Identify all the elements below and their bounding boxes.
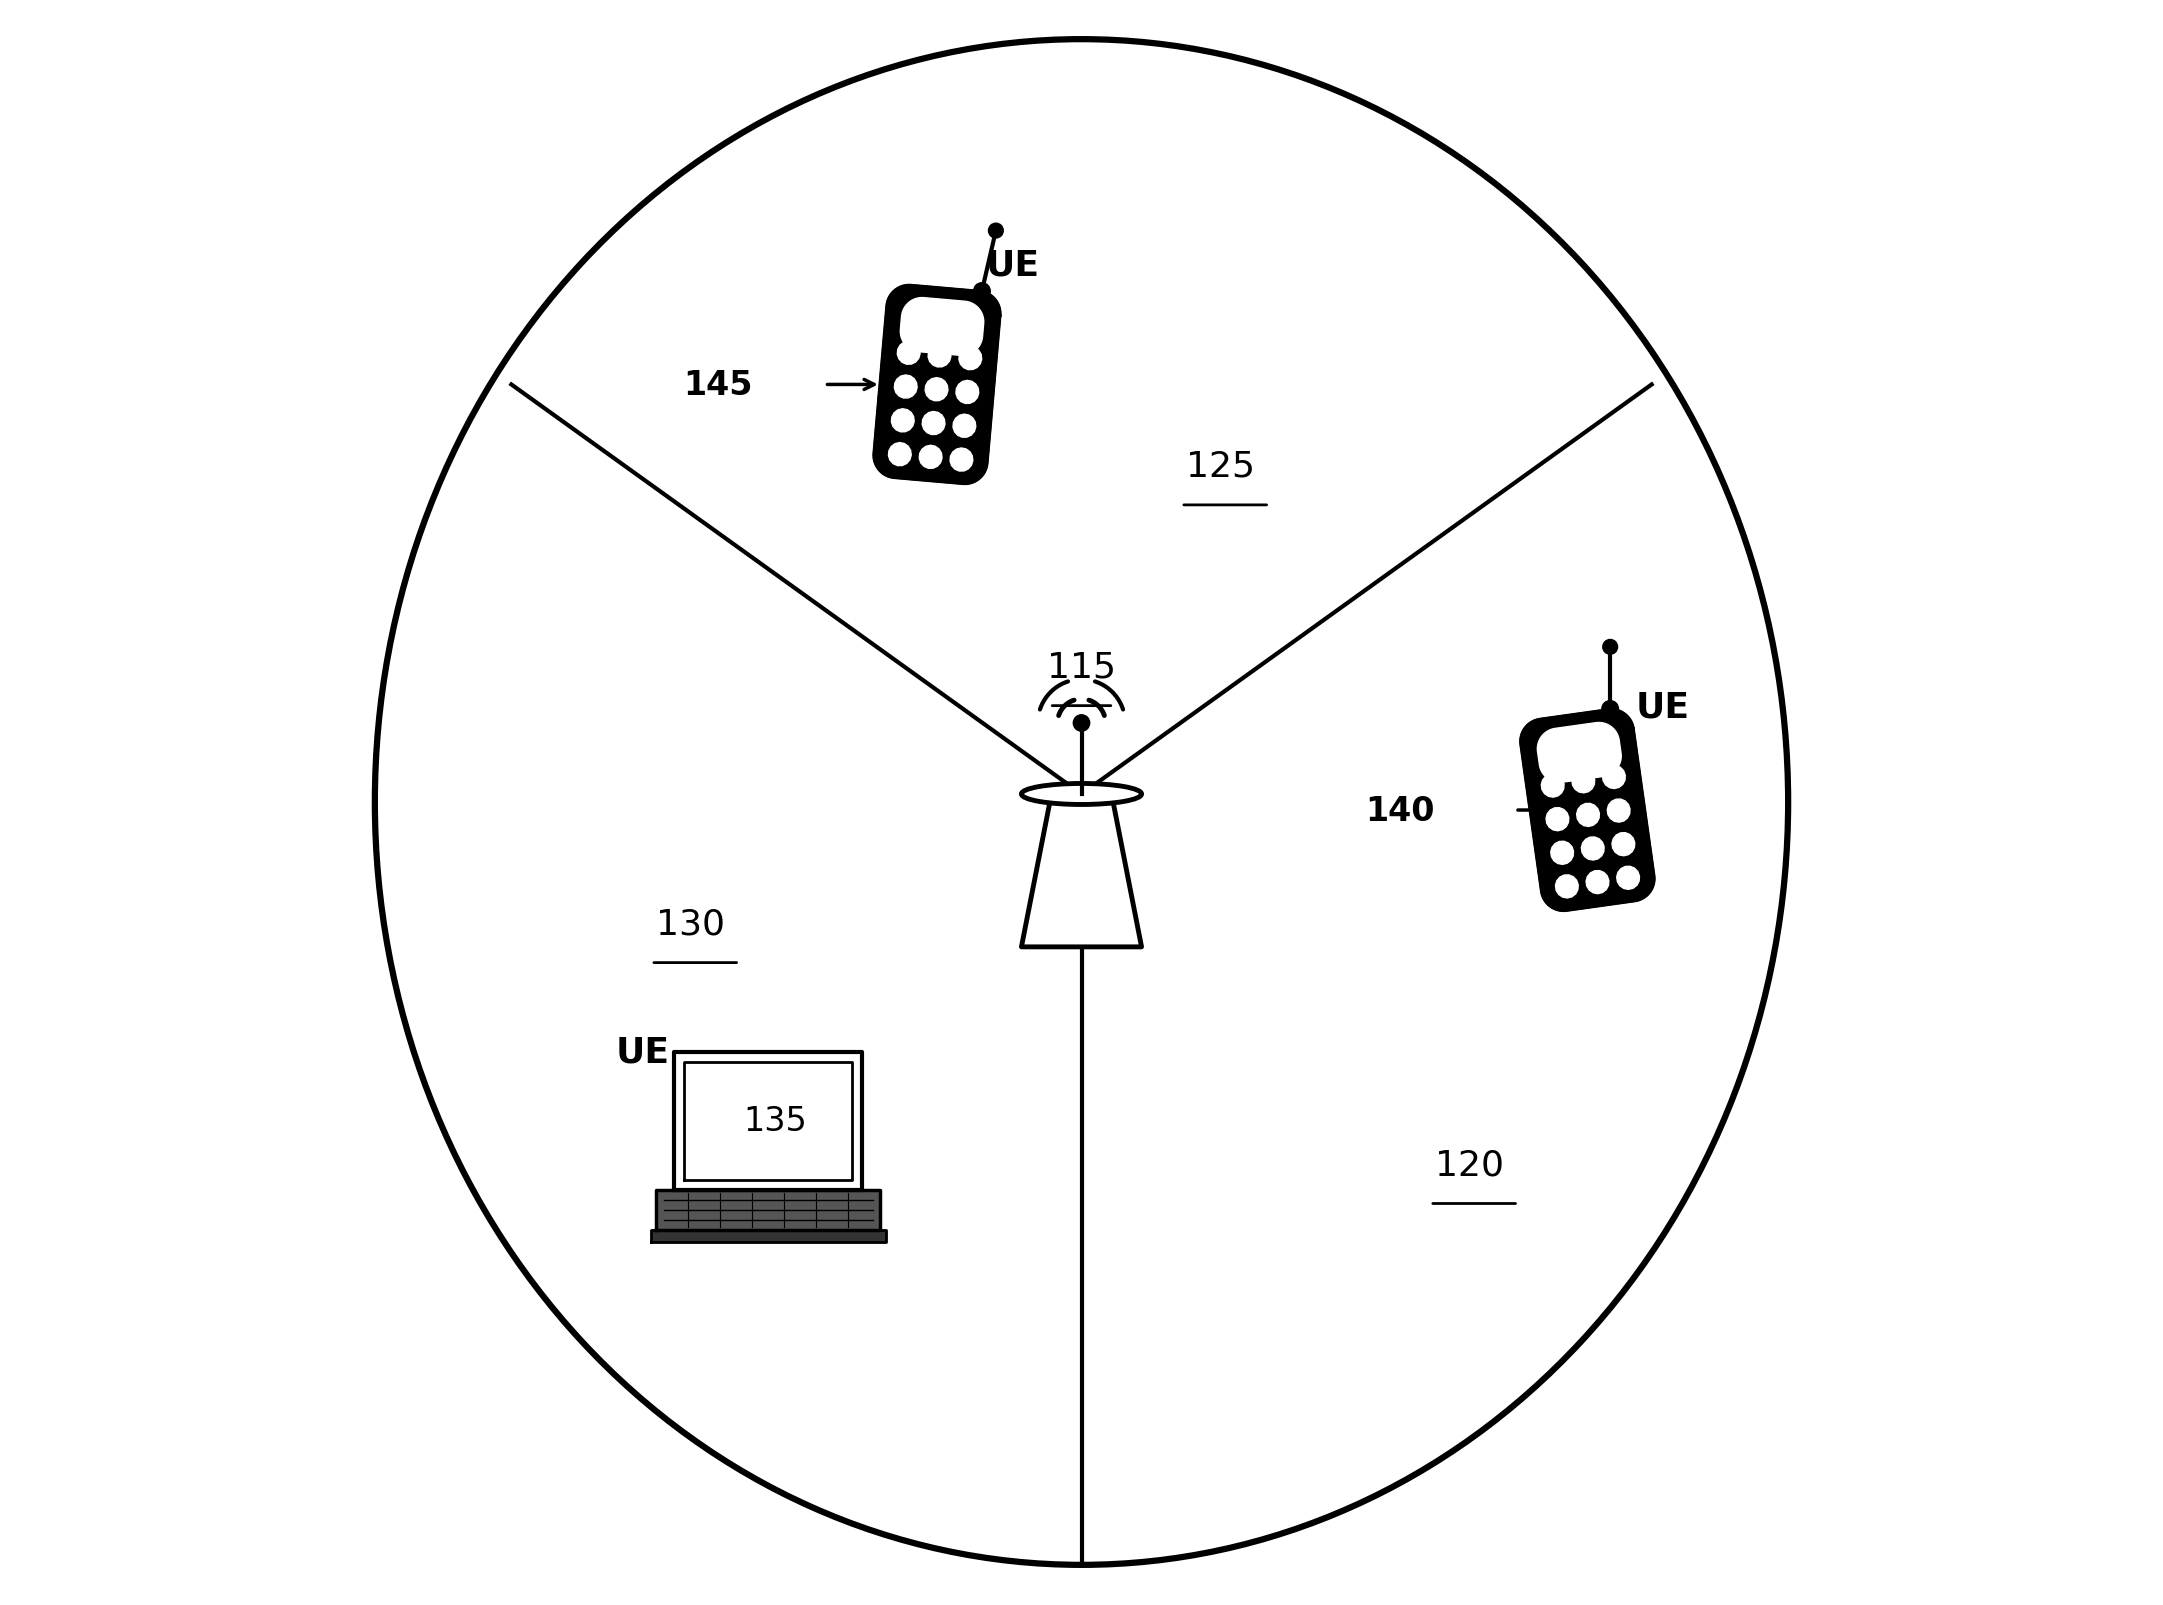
Polygon shape (900, 299, 984, 356)
Polygon shape (956, 380, 978, 404)
Text: 120: 120 (1434, 1148, 1503, 1181)
Polygon shape (898, 342, 919, 364)
Polygon shape (954, 414, 976, 438)
Polygon shape (675, 1053, 863, 1189)
Circle shape (1603, 701, 1618, 717)
Text: UE: UE (984, 249, 1038, 282)
Polygon shape (1521, 709, 1655, 912)
Polygon shape (1573, 770, 1594, 793)
Polygon shape (1585, 872, 1609, 894)
Polygon shape (684, 1063, 852, 1180)
Polygon shape (891, 409, 915, 432)
Polygon shape (1611, 833, 1635, 855)
Polygon shape (919, 446, 943, 469)
Polygon shape (1577, 804, 1598, 827)
Polygon shape (1551, 841, 1573, 865)
Polygon shape (958, 347, 982, 371)
Ellipse shape (1021, 783, 1142, 806)
Polygon shape (921, 412, 945, 435)
Polygon shape (1607, 799, 1631, 823)
Polygon shape (1021, 794, 1142, 947)
Text: 130: 130 (655, 907, 725, 941)
Polygon shape (651, 1231, 887, 1242)
Text: 115: 115 (1047, 650, 1116, 684)
Text: 140: 140 (1365, 794, 1434, 827)
Text: 145: 145 (684, 369, 753, 401)
Polygon shape (874, 286, 1001, 485)
Polygon shape (1616, 867, 1640, 889)
Polygon shape (655, 1189, 880, 1231)
Text: 125: 125 (1185, 449, 1255, 483)
Text: 135: 135 (744, 1104, 807, 1138)
Polygon shape (1538, 722, 1622, 783)
Polygon shape (1547, 809, 1568, 831)
Circle shape (988, 225, 1004, 239)
Polygon shape (889, 443, 911, 467)
Polygon shape (926, 379, 947, 401)
Polygon shape (893, 376, 917, 398)
Polygon shape (928, 345, 952, 368)
Polygon shape (1555, 875, 1579, 899)
Circle shape (1073, 716, 1090, 732)
Circle shape (973, 284, 991, 300)
Polygon shape (1581, 838, 1605, 860)
Polygon shape (1542, 775, 1564, 798)
Text: UE: UE (616, 1035, 671, 1069)
Text: UE: UE (1635, 690, 1689, 724)
Polygon shape (950, 449, 973, 472)
Polygon shape (1603, 766, 1624, 790)
Circle shape (1603, 640, 1618, 655)
